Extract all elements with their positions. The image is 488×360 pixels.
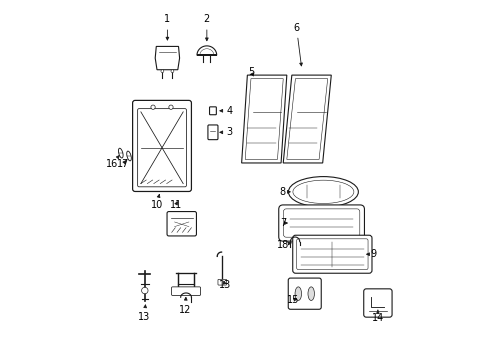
- Text: 10: 10: [150, 194, 163, 210]
- Text: 5: 5: [248, 67, 254, 77]
- Text: 12: 12: [179, 297, 191, 315]
- Polygon shape: [286, 79, 327, 159]
- Text: 13: 13: [138, 305, 150, 322]
- Polygon shape: [155, 46, 179, 70]
- Circle shape: [171, 70, 174, 73]
- Text: 7: 7: [279, 218, 287, 228]
- Polygon shape: [197, 46, 216, 55]
- Text: 13: 13: [218, 280, 230, 290]
- Ellipse shape: [288, 177, 358, 207]
- Text: 1: 1: [164, 14, 170, 40]
- FancyBboxPatch shape: [218, 279, 226, 285]
- Ellipse shape: [294, 287, 301, 301]
- Ellipse shape: [126, 151, 131, 161]
- Text: 17: 17: [117, 159, 129, 169]
- FancyBboxPatch shape: [296, 239, 367, 270]
- Polygon shape: [283, 75, 330, 163]
- Ellipse shape: [307, 287, 314, 301]
- FancyBboxPatch shape: [132, 100, 191, 192]
- Text: 8: 8: [279, 187, 289, 197]
- FancyBboxPatch shape: [278, 205, 364, 241]
- FancyBboxPatch shape: [287, 278, 321, 309]
- Ellipse shape: [151, 105, 155, 109]
- Polygon shape: [241, 75, 286, 163]
- FancyBboxPatch shape: [363, 289, 391, 317]
- Text: 9: 9: [366, 249, 376, 259]
- FancyBboxPatch shape: [283, 209, 359, 237]
- Circle shape: [161, 70, 163, 73]
- Text: 11: 11: [169, 200, 182, 210]
- Ellipse shape: [168, 105, 173, 109]
- FancyBboxPatch shape: [209, 107, 216, 115]
- FancyBboxPatch shape: [292, 235, 371, 273]
- Ellipse shape: [292, 180, 353, 203]
- Text: 15: 15: [286, 295, 299, 305]
- Text: 6: 6: [293, 23, 302, 66]
- Text: 16: 16: [106, 156, 119, 169]
- Text: 2: 2: [203, 14, 209, 41]
- FancyBboxPatch shape: [137, 109, 186, 187]
- Ellipse shape: [118, 148, 123, 158]
- Text: 14: 14: [371, 310, 383, 323]
- FancyBboxPatch shape: [167, 212, 196, 236]
- FancyBboxPatch shape: [207, 125, 218, 140]
- Polygon shape: [244, 79, 283, 159]
- FancyBboxPatch shape: [313, 185, 333, 195]
- Text: 18: 18: [276, 239, 291, 249]
- Text: 4: 4: [220, 106, 232, 116]
- Circle shape: [142, 287, 148, 294]
- FancyBboxPatch shape: [171, 287, 200, 296]
- Text: 3: 3: [220, 127, 232, 137]
